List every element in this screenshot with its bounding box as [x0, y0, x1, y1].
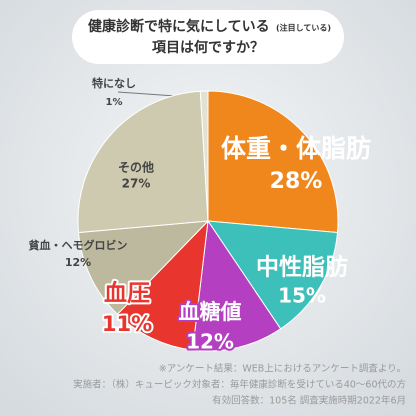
value-label: 27%: [122, 177, 151, 191]
slice-label: 貧血・ヘモグロビン: [29, 238, 128, 252]
pie-slice: [207, 90, 339, 234]
footnote: ※アンケート結果：WEB上におけるアンケート調査より。: [159, 363, 406, 375]
chart-title: 健康診断で特に気にしている: [88, 18, 270, 35]
pie-slice: [77, 90, 209, 234]
pie-slice: [192, 219, 282, 352]
slice-label: 血圧: [104, 280, 150, 307]
slice-label: その他: [118, 160, 154, 175]
slice-label: 中性脂肪: [256, 254, 348, 281]
pie-slice: [116, 219, 209, 351]
pie-slice: [199, 90, 209, 222]
pie: [77, 90, 339, 352]
footnote: 有効回答数：105名 調査実施時期2022年6月: [212, 395, 406, 407]
value-label: 28%: [270, 169, 323, 194]
value-label: 12%: [65, 256, 91, 269]
chart-subtitle: 項目は何ですか？: [152, 39, 264, 56]
title-note: (注目している): [276, 23, 331, 33]
title-box: [72, 10, 344, 64]
value-label: 12%: [186, 330, 234, 354]
footnote: 実施者：（株）キューピック対象者：毎年健康診断を受けている40〜60代の方: [73, 379, 406, 391]
pie-slice: [206, 220, 339, 330]
slice-label: 血糖値: [179, 300, 242, 324]
value-label: 1%: [106, 97, 123, 108]
pie-slice: [77, 220, 210, 315]
value-label: 15%: [278, 284, 326, 308]
labels: 体重・体脂肪 28% 中性脂肪 15% 血糖値 12% 血圧 11% 貧血・ヘモグロビン 12% そ…: [29, 76, 372, 356]
value-label: 11%: [102, 312, 152, 336]
slice-label: 体重・体脂肪: [221, 134, 371, 163]
slice-label: 特になし: [92, 76, 136, 90]
